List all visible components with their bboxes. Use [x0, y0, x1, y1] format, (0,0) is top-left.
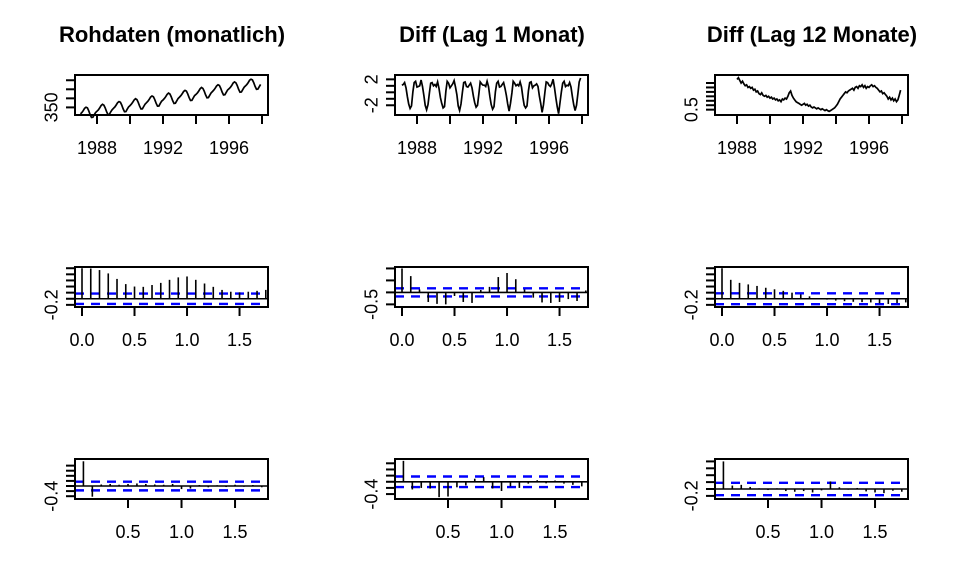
- x-tick-label: 1992: [463, 138, 503, 158]
- diff-lag1-series-content: 1988 1992 1996 -2 2: [362, 74, 589, 158]
- x-tick-label: 1.5: [867, 330, 892, 350]
- plot-box: [714, 458, 909, 500]
- x-tick-label: 1988: [717, 138, 757, 158]
- x-tick-label: 1996: [529, 138, 569, 158]
- raw-series-plot: 1988 1992 1996 350: [42, 74, 269, 158]
- pacf-diff12-bars: [722, 461, 903, 494]
- x-tick-label: 1.0: [495, 330, 520, 350]
- x-tick-label: 1992: [783, 138, 823, 158]
- diff-lag12-series-line: [736, 76, 902, 113]
- x-tick-label: 1.0: [169, 522, 194, 542]
- raw-monthly-series-content: 1988 1992 1996 350: [42, 74, 269, 158]
- y-tick-label: 2: [362, 74, 382, 84]
- plot-box: [74, 458, 269, 500]
- cell-diff1-series: Diff (Lag 1 Monat) 1988 1992 1996 -2 2: [320, 0, 640, 192]
- y-tick-label: -0.5: [362, 289, 382, 320]
- x-tick-label: 1992: [143, 138, 183, 158]
- diff1-series-plot: 1988 1992 1996 -2 2: [362, 74, 589, 158]
- pacf-raw-plot: 0.5 1.0 1.5 -0.4: [42, 458, 269, 542]
- y-tick-label: -2: [362, 97, 382, 113]
- pacf-raw-bars: [82, 461, 263, 497]
- x-tick-label: 1988: [397, 138, 437, 158]
- cell-pacf-diff1: 0.5 1.0 1.5 -0.4: [320, 384, 640, 576]
- x-tick-label: 1.0: [809, 522, 834, 542]
- pacf-raw-axes: 0.5 1.0 1.5 -0.4: [42, 464, 248, 542]
- plot-box: [714, 266, 909, 308]
- y-tick-label: 350: [42, 92, 62, 122]
- acf-diff1-plot: 0.0 0.5 1.0 1.5 -0.5: [362, 266, 589, 350]
- raw-monthly-series-axes: 1988 1992 1996 350: [42, 79, 263, 158]
- chart-title-diff1: Diff (Lag 1 Monat): [399, 22, 585, 47]
- pacf-diff1-content: 0.5 1.0 1.5 -0.4: [362, 458, 589, 542]
- plot-box: [74, 266, 269, 308]
- x-tick-label: 1.0: [175, 330, 200, 350]
- cell-pacf-diff12: 0.5 1.0 1.5 -0.2: [640, 384, 960, 576]
- x-tick-label: 1.5: [223, 522, 248, 542]
- y-tick-label: 0.5: [682, 97, 702, 122]
- x-tick-label: 1.0: [815, 330, 840, 350]
- raw-monthly-series-line: [79, 78, 262, 119]
- x-tick-label: 1.5: [863, 522, 888, 542]
- x-tick-label: 1.5: [547, 330, 572, 350]
- diff-lag1-series-line: [401, 77, 582, 114]
- acf-diff12-content: 0.0 0.5 1.0 1.5 -0.2: [682, 266, 909, 350]
- y-tick-label: -0.4: [362, 479, 382, 510]
- pacf-diff12-axes: 0.5 1.0 1.5 -0.2: [682, 460, 888, 542]
- x-tick-label: 0.5: [755, 522, 780, 542]
- pacf-diff1-axes: 0.5 1.0 1.5 -0.4: [362, 462, 568, 542]
- y-tick-label: -0.2: [42, 289, 62, 320]
- y-tick-label: -0.2: [682, 289, 702, 320]
- plot-box: [714, 74, 909, 116]
- x-tick-label: 1.5: [227, 330, 252, 350]
- pacf-diff12-content: 0.5 1.0 1.5 -0.2: [682, 458, 909, 542]
- acf-raw-plot: 0.0 0.5 1.0 1.5 -0.2: [42, 266, 269, 350]
- chart-title-diff12: Diff (Lag 12 Monate): [706, 22, 918, 47]
- pacf-diff1-plot: 0.5 1.0 1.5 -0.4: [362, 458, 589, 542]
- x-tick-label: 0.5: [762, 330, 787, 350]
- diff-lag12-series-axes: 1988 1992 1996 0.5: [682, 82, 903, 158]
- x-tick-label: 1988: [77, 138, 117, 158]
- y-tick-label: -0.2: [682, 480, 702, 511]
- diff-lag12-series-content: 1988 1992 1996 0.5: [682, 74, 909, 158]
- acf-diff12-plot: 0.0 0.5 1.0 1.5 -0.2: [682, 266, 909, 350]
- x-tick-label: 0.5: [122, 330, 147, 350]
- plot-box: [394, 266, 589, 308]
- cell-raw-series: Rohdaten (monatlich) 1988 1992 1996 350: [0, 0, 320, 192]
- x-tick-label: 0.5: [435, 522, 460, 542]
- cell-acf-diff1: 0.0 0.5 1.0 1.5 -0.5: [320, 192, 640, 384]
- cell-acf-raw: 0.0 0.5 1.0 1.5 -0.2: [0, 192, 320, 384]
- plot-box: [394, 458, 589, 500]
- pacf-diff12-plot: 0.5 1.0 1.5 -0.2: [682, 458, 909, 542]
- x-tick-label: 0.0: [69, 330, 94, 350]
- x-tick-label: 0.0: [709, 330, 734, 350]
- x-tick-label: 1.5: [543, 522, 568, 542]
- pacf-diff1-bars: [402, 460, 583, 498]
- cell-pacf-raw: 0.5 1.0 1.5 -0.4: [0, 384, 320, 576]
- y-tick-label: -0.4: [42, 481, 62, 512]
- diff-lag1-series-axes: 1988 1992 1996 -2 2: [362, 74, 583, 158]
- acf-diff1-content: 0.0 0.5 1.0 1.5 -0.5: [362, 266, 589, 350]
- x-tick-label: 0.5: [442, 330, 467, 350]
- acf-raw-axes: 0.0 0.5 1.0 1.5 -0.2: [42, 267, 252, 350]
- x-tick-label: 1996: [209, 138, 249, 158]
- pacf-raw-content: 0.5 1.0 1.5 -0.4: [42, 458, 269, 542]
- x-tick-label: 1996: [849, 138, 889, 158]
- plot-box: [394, 74, 589, 116]
- x-tick-label: 0.5: [115, 522, 140, 542]
- diff12-series-plot: 1988 1992 1996 0.5: [682, 74, 909, 158]
- cell-diff12-series: Diff (Lag 12 Monate) 1988 1992 1996 0.5: [640, 0, 960, 192]
- acf-raw-bars: [81, 268, 267, 299]
- plot-box: [74, 74, 269, 116]
- acf-raw-content: 0.0 0.5 1.0 1.5 -0.2: [42, 266, 269, 350]
- acf-diff12-bars: [721, 268, 907, 304]
- cell-acf-diff12: 0.0 0.5 1.0 1.5 -0.2: [640, 192, 960, 384]
- x-tick-label: 0.0: [389, 330, 414, 350]
- acf-diff1-axes: 0.0 0.5 1.0 1.5 -0.5: [362, 267, 572, 350]
- acf-diff12-axes: 0.0 0.5 1.0 1.5 -0.2: [682, 267, 892, 350]
- x-tick-label: 1.0: [489, 522, 514, 542]
- acf-diff1-bars: [401, 268, 587, 305]
- chart-title-raw: Rohdaten (monatlich): [58, 22, 286, 47]
